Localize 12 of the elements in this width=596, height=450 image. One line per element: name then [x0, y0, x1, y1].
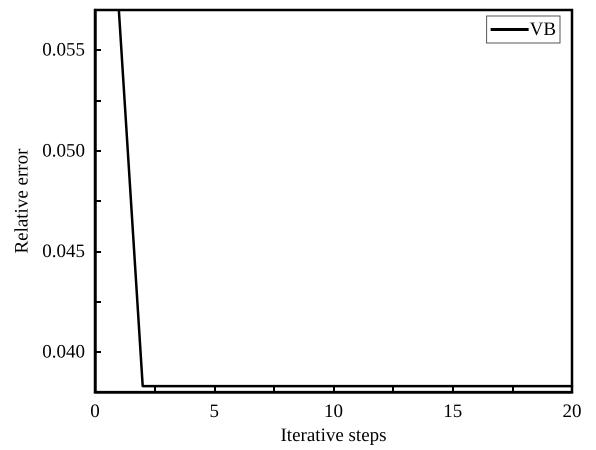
- x-tick-label: 5: [210, 401, 219, 422]
- y-axis-title: Relative error: [11, 148, 32, 254]
- y-tick-label: 0.045: [42, 240, 85, 262]
- x-tick-label: 15: [443, 401, 462, 422]
- x-tick-label: 20: [562, 401, 582, 422]
- x-tick-label: 0: [90, 401, 100, 422]
- y-tick-label: 0.050: [42, 140, 85, 162]
- x-axis-title: Iterative steps: [280, 425, 387, 446]
- x-tick-label: 10: [324, 401, 343, 422]
- legend-label: VB: [530, 19, 556, 40]
- y-tick-label: 0.055: [42, 40, 85, 61]
- y-tick-label: 0.040: [42, 341, 85, 362]
